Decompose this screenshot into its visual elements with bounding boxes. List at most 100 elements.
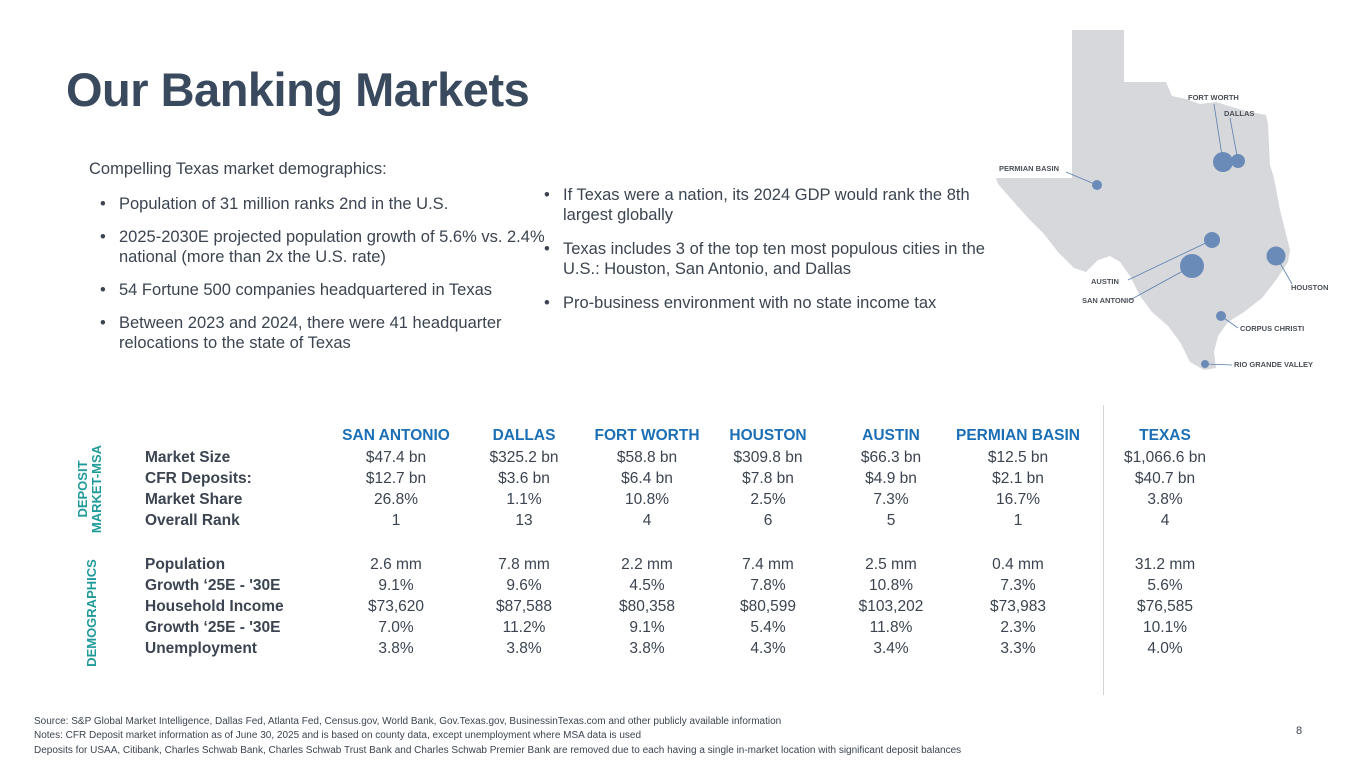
table-cell: $309.8 bn — [733, 449, 803, 466]
table-cell: $3.6 bn — [498, 470, 550, 487]
table-cell: $87,588 — [495, 598, 553, 615]
table-cell: 9.1% — [378, 577, 414, 594]
map-label-san-antonio: SAN ANTONIO — [1082, 296, 1134, 305]
map-marker-dallas — [1231, 154, 1245, 168]
table-cell: 1.1% — [506, 491, 542, 508]
table-cell: 2.2 mm — [621, 556, 673, 573]
table-cell: 3.8% — [629, 640, 665, 657]
bullet-cities: Texas includes 3 of the top ten most pop… — [533, 239, 993, 279]
table-cell: 1 — [1013, 512, 1023, 529]
footer-notes-line: Notes: CFR Deposit market information as… — [34, 730, 642, 742]
row-label: Market Size — [145, 449, 231, 466]
table-cell: $4.9 bn — [865, 470, 917, 487]
table-cell: 0.4 mm — [992, 556, 1044, 573]
table-cell: 10.8% — [625, 491, 669, 508]
table-cell: 3.8% — [1147, 491, 1183, 508]
table-cell: 5.4% — [750, 619, 786, 636]
table-cell: 9.6% — [506, 577, 542, 594]
table-cell: 7.3% — [873, 491, 909, 508]
page-number: 8 — [1296, 725, 1303, 737]
row-label: Growth ‘25E - '30E — [145, 577, 281, 594]
demographics-section-label: DEMOGRAPHICS — [84, 559, 99, 667]
table-cell: $1,066.6 bn — [1124, 449, 1206, 466]
map-marker-rgv — [1201, 360, 1209, 368]
column-header: TEXAS — [1139, 427, 1191, 444]
map-marker-austin — [1204, 232, 1220, 248]
table-cell: $80,358 — [618, 598, 676, 615]
row-label: Overall Rank — [145, 512, 240, 529]
table-cell: 2.3% — [1000, 619, 1036, 636]
map-marker-houston — [1266, 246, 1286, 266]
table-cell: $103,202 — [858, 598, 924, 615]
texas-map: FORT WORTH DALLAS PERMIAN BASIN AUSTIN S… — [996, 30, 1328, 370]
table-cell: 3.8% — [378, 640, 414, 657]
column-header: SAN ANTONIO — [342, 427, 450, 444]
bullet-fortune-500: 54 Fortune 500 companies headquartered i… — [89, 280, 549, 300]
map-marker-fort-worth — [1213, 152, 1233, 172]
table-cell: 6 — [763, 512, 773, 529]
map-leader-rgv — [1204, 363, 1233, 366]
map-marker-corpus — [1216, 311, 1226, 321]
row-label: Growth ‘25E - '30E — [145, 619, 281, 636]
table-cell: 1 — [391, 512, 401, 529]
map-label-austin: AUSTIN — [1091, 277, 1119, 286]
row-label: Household Income — [145, 598, 284, 615]
bullet-gdp: If Texas were a nation, its 2024 GDP wou… — [533, 185, 993, 225]
map-leader-austin — [1127, 239, 1213, 281]
table-cell: 7.0% — [378, 619, 414, 636]
table-cell: $73,983 — [989, 598, 1047, 615]
column-header: PERMIAN BASIN — [955, 427, 1081, 444]
table-cell: $76,585 — [1136, 598, 1194, 615]
table-cell: $80,599 — [739, 598, 797, 615]
table-cell: 13 — [515, 512, 533, 529]
map-marker-permian — [1092, 180, 1102, 190]
table-cell: 11.8% — [869, 619, 913, 636]
map-leader-dallas — [1229, 117, 1239, 162]
table-cell: 10.8% — [869, 577, 913, 594]
map-label-dallas: DALLAS — [1224, 109, 1254, 118]
table-cell: $73,620 — [367, 598, 425, 615]
texas-state-shape — [996, 30, 1290, 370]
table-cell: 4 — [1160, 512, 1170, 529]
column-header: DALLAS — [492, 427, 556, 444]
page-title: Our Banking Markets — [66, 63, 530, 116]
column-header: AUSTIN — [862, 427, 920, 444]
table-cell: 3.3% — [1000, 640, 1036, 657]
table-cell: 7.8% — [750, 577, 786, 594]
table-cell: $2.1 bn — [992, 470, 1044, 487]
map-marker-san-antonio — [1180, 254, 1204, 278]
table-cell: 2.5 mm — [865, 556, 917, 573]
table-cell: 2.5% — [750, 491, 786, 508]
table-cell: 4.5% — [629, 577, 665, 594]
deposit-market-section-label: DEPOSIT MARKET-MSA — [75, 444, 104, 534]
table-cell: $47.4 bn — [365, 449, 427, 466]
row-label: CFR Deposits: — [145, 470, 252, 487]
table-cell: 10.1% — [1143, 619, 1187, 636]
table-cell: 4 — [642, 512, 652, 529]
footer-source: Source: S&P Global Market Intelligence, … — [34, 716, 782, 727]
table-cell: 7.3% — [1000, 577, 1036, 594]
table-cell: 31.2 mm — [1134, 556, 1196, 573]
table-cell: $12.7 bn — [365, 470, 427, 487]
footer-deposits-note: Deposits for USAA, Citibank, Charles Sch… — [34, 744, 962, 756]
table-cell: $12.5 bn — [987, 449, 1049, 466]
map-label-corpus: CORPUS CHRISTI — [1240, 324, 1304, 333]
table-cell: 9.1% — [629, 619, 665, 636]
map-label-houston: HOUSTON — [1291, 283, 1328, 292]
table-cell: $58.8 bn — [616, 449, 678, 466]
table-cell: $7.8 bn — [742, 470, 794, 487]
table-cell: $66.3 bn — [860, 449, 922, 466]
table-cell: 7.8 mm — [498, 556, 550, 573]
table-cell: $325.2 bn — [489, 449, 559, 466]
right-bullet-list: If Texas were a nation, its 2024 GDP wou… — [533, 185, 993, 327]
table-cell: 26.8% — [374, 491, 418, 508]
intro-text: Compelling Texas market demographics: — [89, 160, 387, 178]
bullet-relocations: Between 2023 and 2024, there were 41 hea… — [89, 313, 549, 353]
table-cell: 7.4 mm — [742, 556, 794, 573]
table-cell: 16.7% — [996, 491, 1040, 508]
table-cell: 2.6 mm — [370, 556, 422, 573]
row-label: Market Share — [145, 491, 243, 508]
map-label-fort-worth: FORT WORTH — [1188, 93, 1239, 102]
table-cell: 11.2% — [502, 619, 546, 636]
table-cell: 3.8% — [506, 640, 542, 657]
